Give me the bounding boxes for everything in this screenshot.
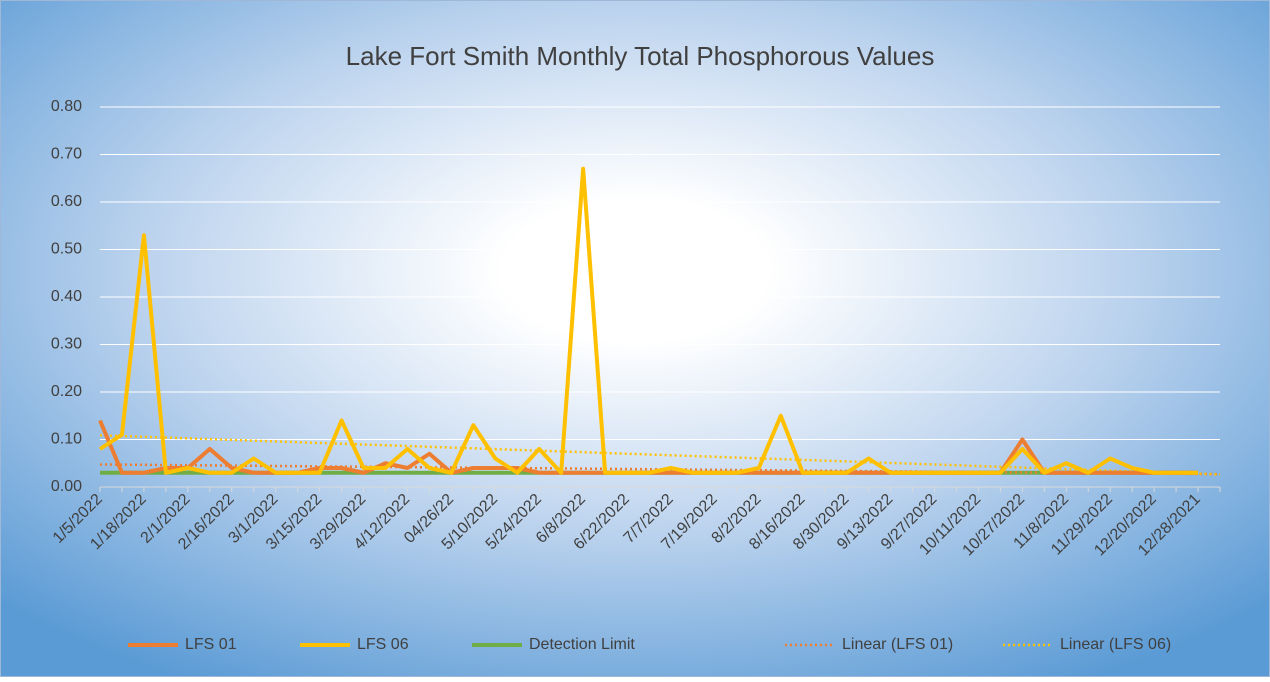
legend-label: Linear (LFS 01) <box>842 636 953 653</box>
y-tick-label: 0.20 <box>51 383 82 400</box>
chart-title: Lake Fort Smith Monthly Total Phosphorou… <box>346 41 935 71</box>
trend-line <box>99 434 1221 476</box>
y-tick-label: 0.10 <box>51 431 82 448</box>
legend-label: Detection Limit <box>529 636 635 653</box>
y-tick-label: 0.00 <box>51 478 82 495</box>
legend-label: LFS 06 <box>357 636 409 653</box>
y-tick-label: 0.40 <box>51 288 82 305</box>
legend-label: Linear (LFS 06) <box>1060 636 1171 653</box>
y-tick-label: 0.60 <box>51 193 82 210</box>
series-line <box>98 166 1199 475</box>
y-tick-label: 0.70 <box>51 146 82 163</box>
y-tick-label: 0.50 <box>51 241 82 258</box>
legend-label: LFS 01 <box>185 636 237 653</box>
y-tick-label: 0.80 <box>51 98 82 115</box>
y-tick-label: 0.30 <box>51 336 82 353</box>
